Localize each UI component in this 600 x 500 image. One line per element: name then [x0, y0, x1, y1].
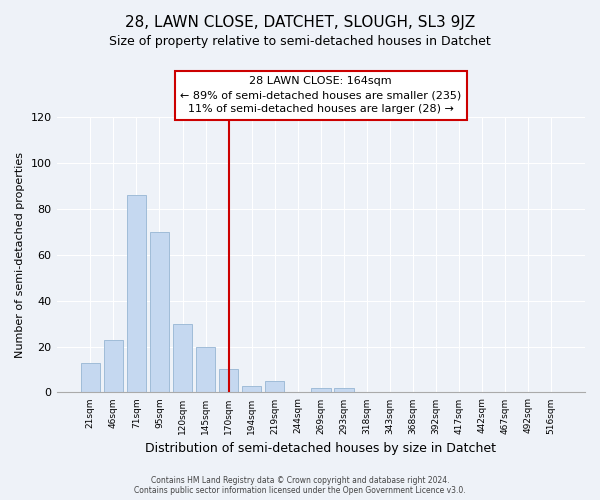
- Text: 28, LAWN CLOSE, DATCHET, SLOUGH, SL3 9JZ: 28, LAWN CLOSE, DATCHET, SLOUGH, SL3 9JZ: [125, 15, 475, 30]
- Bar: [311, 388, 331, 392]
- Y-axis label: Number of semi-detached properties: Number of semi-detached properties: [15, 152, 25, 358]
- Bar: [104, 340, 123, 392]
- Text: Size of property relative to semi-detached houses in Datchet: Size of property relative to semi-detach…: [109, 35, 491, 48]
- X-axis label: Distribution of semi-detached houses by size in Datchet: Distribution of semi-detached houses by …: [145, 442, 496, 455]
- Bar: [196, 346, 215, 393]
- Text: Contains HM Land Registry data © Crown copyright and database right 2024.
Contai: Contains HM Land Registry data © Crown c…: [134, 476, 466, 495]
- Bar: [219, 370, 238, 392]
- Bar: [149, 232, 169, 392]
- Bar: [242, 386, 262, 392]
- Bar: [127, 195, 146, 392]
- Bar: [265, 381, 284, 392]
- Bar: [80, 362, 100, 392]
- Bar: [334, 388, 353, 392]
- Text: 28 LAWN CLOSE: 164sqm
← 89% of semi-detached houses are smaller (235)
11% of sem: 28 LAWN CLOSE: 164sqm ← 89% of semi-deta…: [180, 76, 461, 114]
- Bar: [173, 324, 193, 392]
